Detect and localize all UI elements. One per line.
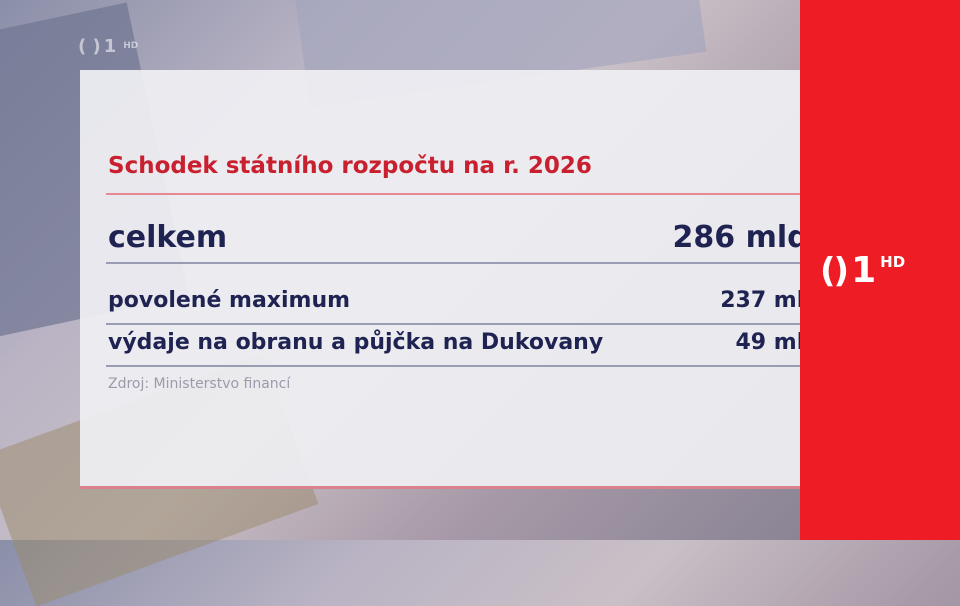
table-row: výdaje na obranu a půjčka na Dukovany 49… bbox=[108, 330, 800, 355]
row-value: 237 mld bbox=[720, 288, 800, 313]
ct-logo-icon: () bbox=[820, 251, 849, 291]
graphic-title: Schodek státního rozpočtu na r. 2026 bbox=[108, 153, 592, 179]
row-label: povolené maximum bbox=[108, 288, 351, 313]
ct-logo-icon: ( ) bbox=[78, 36, 101, 57]
ct1-watermark: ( ) 1 HD bbox=[78, 36, 138, 57]
total-label: celkem bbox=[108, 220, 228, 255]
total-row: celkem 286 mld. bbox=[108, 220, 800, 255]
row-divider bbox=[106, 323, 800, 325]
row-divider bbox=[106, 365, 800, 367]
row-divider bbox=[106, 262, 800, 264]
watermark-hd: HD bbox=[123, 41, 139, 51]
budget-deficit-graphic: Schodek státního rozpočtu na r. 2026 cel… bbox=[80, 70, 800, 488]
source-note: Zdroj: Ministerstvo financí bbox=[108, 376, 291, 392]
logo-hd: HD bbox=[880, 253, 906, 271]
graphic-bottom-border bbox=[80, 486, 800, 489]
row-label: výdaje na obranu a půjčka na Dukovany bbox=[108, 330, 604, 355]
row-value: 49 mld bbox=[735, 330, 801, 355]
logo-channel: 1 bbox=[851, 250, 877, 291]
channel-side-panel: () 1 HD bbox=[800, 0, 960, 540]
total-value: 286 mld. bbox=[672, 220, 800, 255]
title-divider bbox=[106, 193, 800, 195]
ct1-hd-logo: () 1 HD bbox=[820, 250, 906, 291]
table-row: povolené maximum 237 mld bbox=[108, 288, 800, 313]
watermark-channel: 1 bbox=[103, 36, 117, 57]
